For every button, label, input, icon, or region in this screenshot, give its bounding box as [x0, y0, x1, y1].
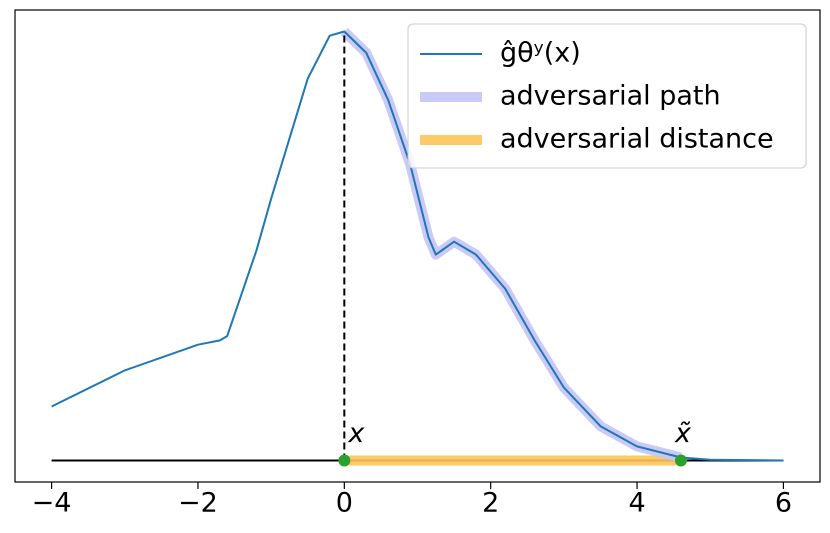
- marker-label: x: [347, 418, 365, 449]
- marker-point: [338, 454, 351, 467]
- x-tick-label: 2: [482, 488, 499, 519]
- marker-label: x̃: [674, 418, 692, 449]
- legend: ĝθʸ(x) adversarial path adversarial distan…: [407, 23, 807, 169]
- plot-frame: [14, 9, 821, 483]
- legend-box: [407, 23, 807, 169]
- legend-label: adversarial path: [500, 81, 721, 112]
- marker-point: [674, 454, 687, 467]
- x-tick-label: −2: [178, 488, 218, 519]
- legend-label: ĝθʸ(x): [500, 38, 581, 69]
- x-tick-label: −4: [32, 488, 72, 519]
- legend-label: adversarial distance: [500, 124, 774, 155]
- x-tick-label: 4: [628, 488, 645, 519]
- x-tick-label: 6: [775, 488, 792, 519]
- x-tick-label: 0: [336, 488, 353, 519]
